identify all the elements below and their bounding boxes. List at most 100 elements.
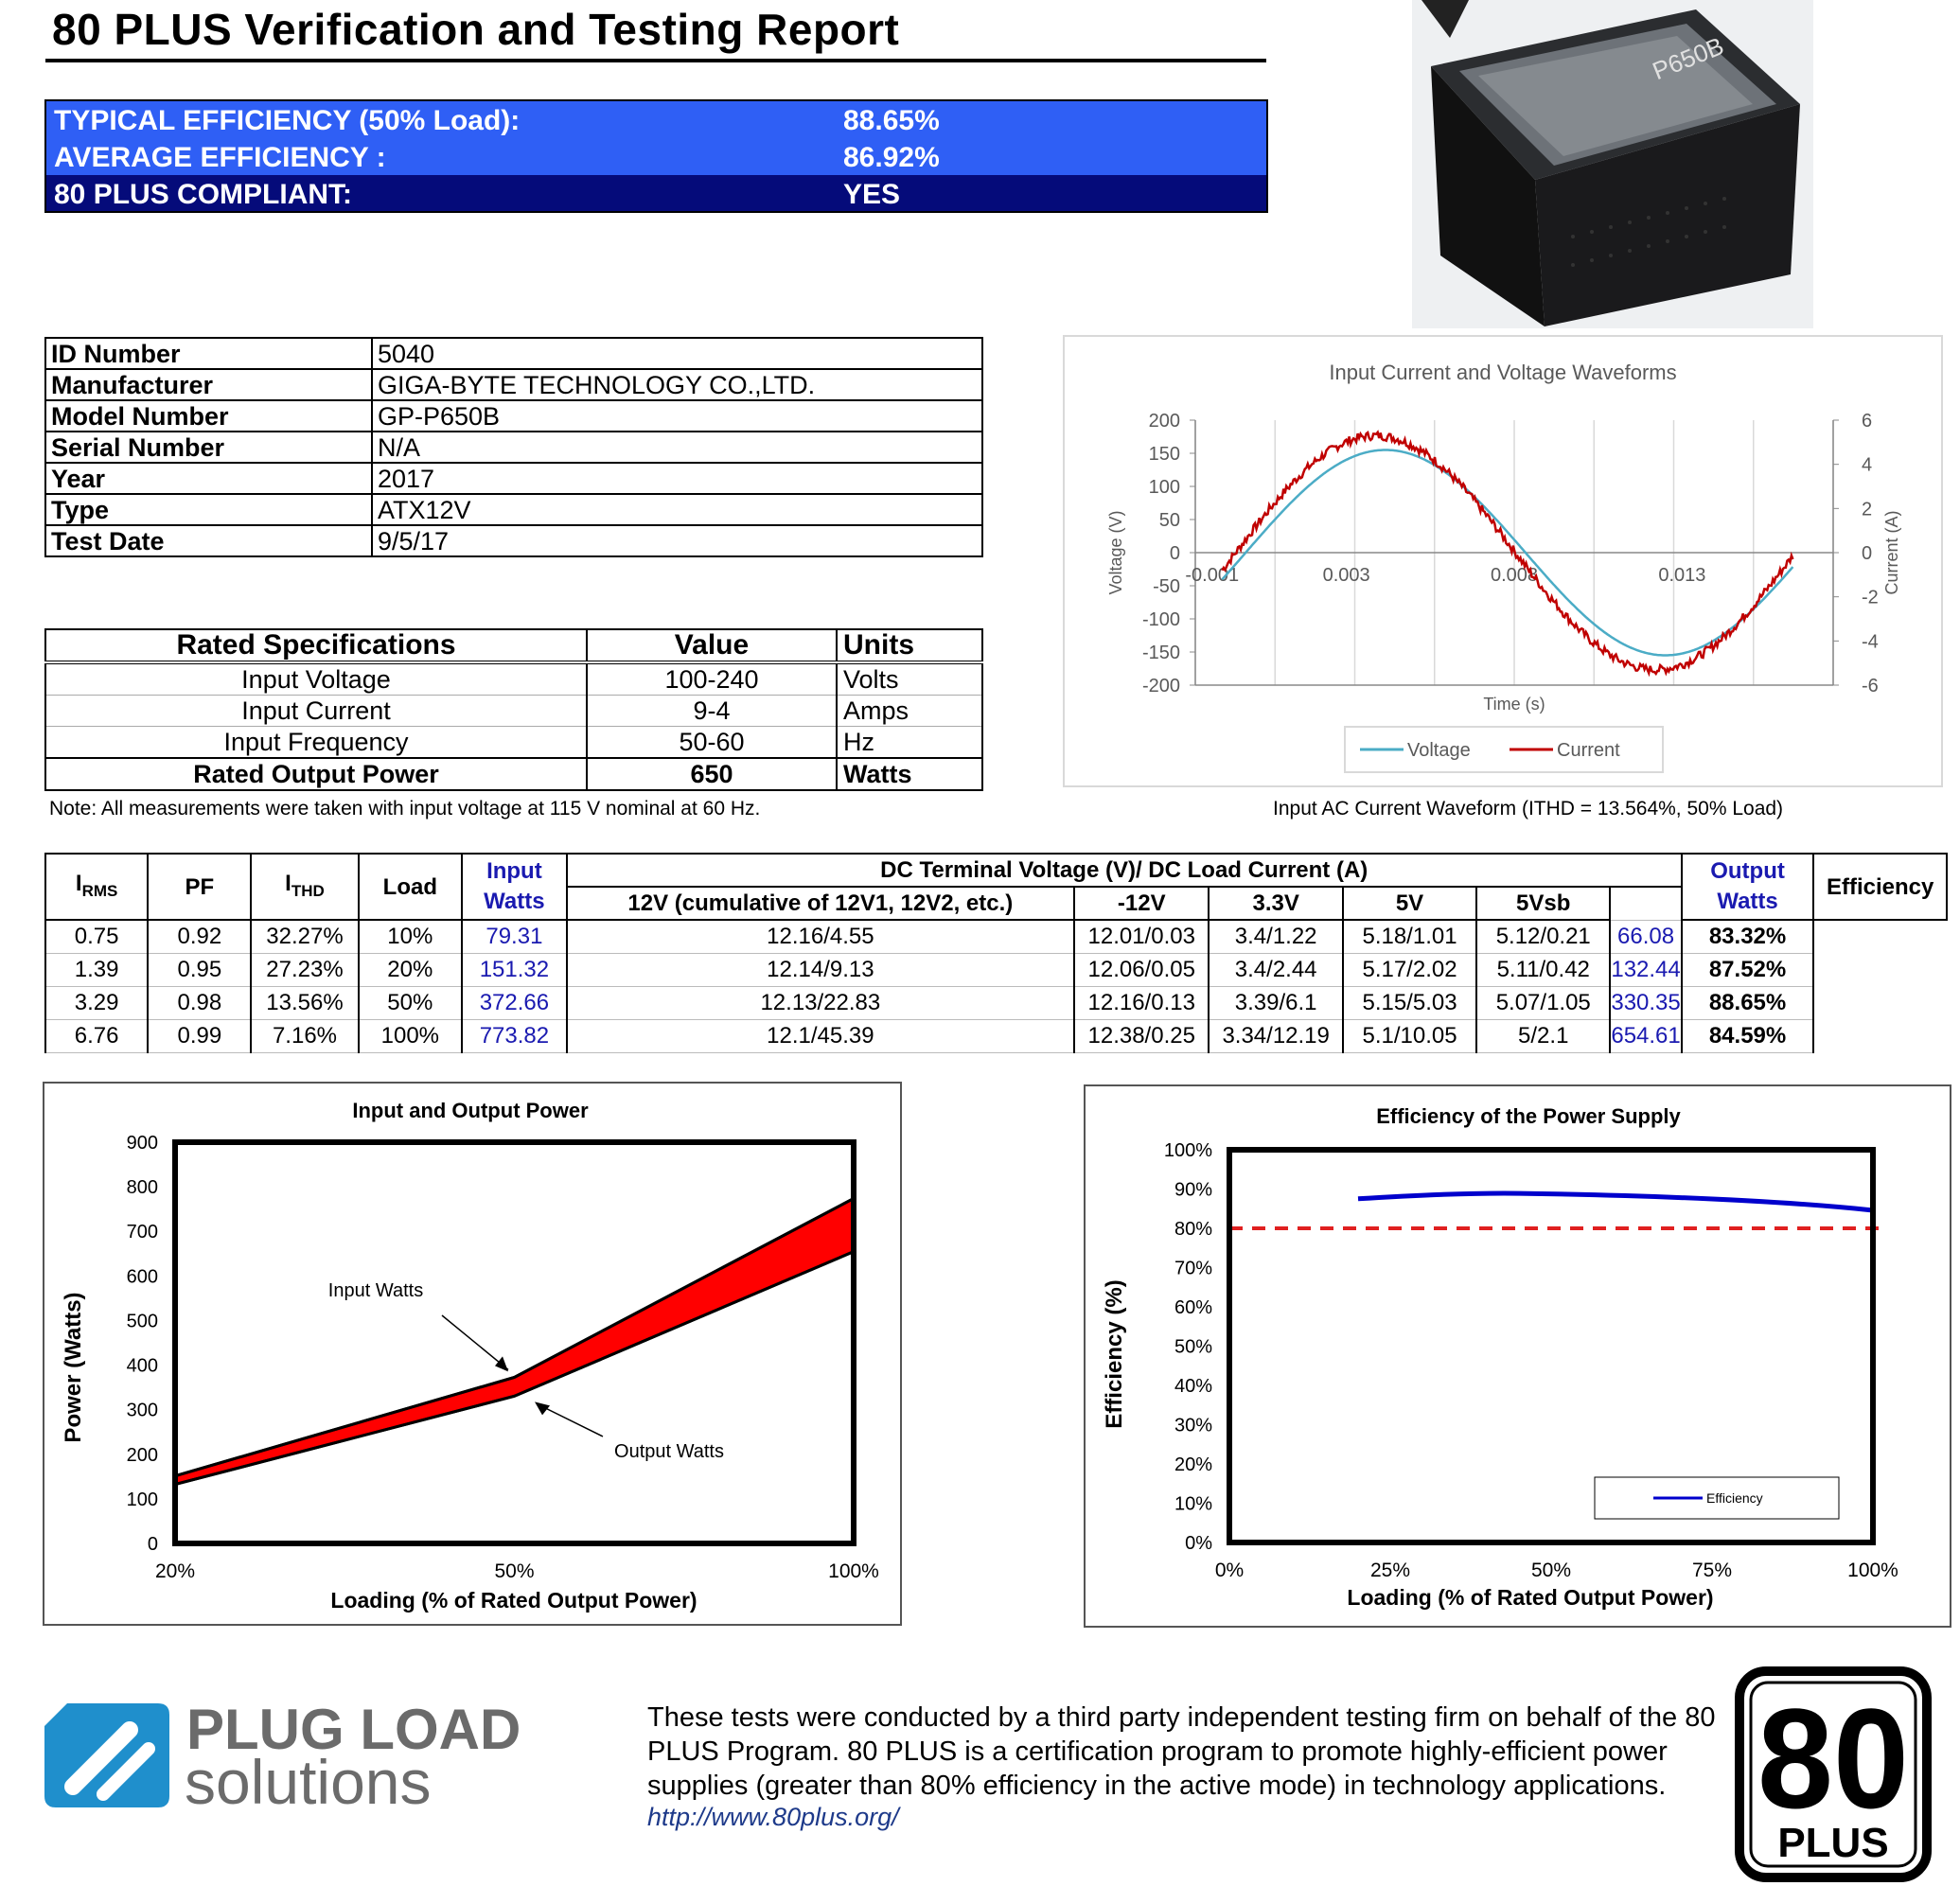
chart-title: Efficiency of the Power Supply: [1376, 1104, 1681, 1128]
input-output-power-chart: Input and Output Power 900 800 700 600 500 400…: [43, 1082, 902, 1626]
id-key: Year: [44, 462, 373, 495]
output-arrow-head: [535, 1401, 550, 1416]
dc-terminal-header: DC Terminal Voltage (V)/ DC Load Current…: [565, 853, 1683, 888]
table-cell: 1.39: [44, 952, 150, 987]
y-tick-label: 900: [127, 1133, 158, 1154]
table-cell: 87.52%: [1680, 952, 1815, 987]
meas-header-row-2: 12V (cumulative of 12V1, 12V2, etc.) -12…: [45, 886, 1947, 921]
plot-area-border: [1227, 1147, 1876, 1545]
x-tick-label: 0%: [1215, 1560, 1244, 1581]
y-tick-label: 70%: [1174, 1259, 1212, 1279]
input-watts-header: Input Watts: [461, 853, 568, 921]
input-watts-line: [174, 1197, 855, 1478]
80plus-link[interactable]: http://www.80plus.org/: [647, 1803, 899, 1831]
legend-current-label: Current: [1557, 740, 1620, 761]
id-value: GIGA-BYTE TECHNOLOGY CO.,LTD.: [371, 368, 983, 401]
report-title: 80 PLUS Verification and Testing Report: [52, 5, 900, 54]
table-cell: 654.61: [1609, 1018, 1683, 1053]
average-efficiency-row: AVERAGE EFFICIENCY : 86.92%: [46, 138, 1266, 175]
table-cell: 3.29: [44, 985, 150, 1020]
identification-table: ID Number 5040 Manufacturer GIGA-BYTE TECHN…: [44, 337, 983, 557]
y2-tick-label: 2: [1862, 499, 1872, 520]
voltage-series-line: [1221, 449, 1794, 657]
y2-tick-label: 0: [1862, 543, 1872, 564]
id-key: Model Number: [44, 399, 373, 432]
y-tick-label: 100%: [1164, 1140, 1212, 1161]
v12-header: 12V (cumulative of 12V1, 12V2, etc.): [565, 886, 1076, 921]
spec-units: Volts: [836, 662, 983, 696]
x-tick-label: 25%: [1370, 1560, 1410, 1581]
table-cell: 12.38/0.25: [1073, 1018, 1210, 1053]
spec-row: Rated Output Power 650 Watts: [44, 757, 983, 791]
table-cell: 79.31: [461, 919, 568, 954]
badge-plus: PLUS: [1777, 1820, 1888, 1866]
table-cell: 7.16%: [250, 1018, 360, 1053]
id-value: 2017: [371, 462, 983, 495]
y-tick-label: 200: [127, 1445, 158, 1466]
output-watts-line: [174, 1250, 855, 1487]
y-tick-label: 20%: [1174, 1454, 1212, 1475]
power-gap-area: [173, 1195, 856, 1487]
average-efficiency-label: AVERAGE EFFICIENCY :: [54, 142, 386, 173]
legend-label: Efficiency: [1706, 1490, 1763, 1506]
y-axis-title: Voltage (V): [1106, 510, 1125, 594]
y-axis-title: Power (Watts): [61, 1292, 86, 1442]
spec-header-name: Rated Specifications: [44, 628, 588, 664]
spec-name: Input Frequency: [44, 726, 588, 759]
y-tick-label: -100: [1142, 609, 1180, 630]
table-cell: 12.1/45.39: [565, 1018, 1076, 1053]
table-cell: 5.07/1.05: [1475, 985, 1612, 1020]
table-cell: 5.11/0.42: [1475, 952, 1612, 987]
table-cell: 5.17/2.02: [1341, 952, 1478, 987]
id-key: Type: [44, 493, 373, 526]
table-cell: 13.56%: [250, 985, 360, 1020]
table-cell: 5.15/5.03: [1341, 985, 1478, 1020]
x-tick-label: 0.013: [1658, 565, 1705, 586]
table-cell: 3.34/12.19: [1208, 1018, 1344, 1053]
chart-title: Input and Output Power: [352, 1099, 589, 1122]
table-cell: 84.59%: [1680, 1018, 1815, 1053]
id-row: Test Date 9/5/17: [44, 524, 983, 557]
compliant-label: 80 PLUS COMPLIANT:: [54, 179, 353, 210]
waveform-caption: Input AC Current Waveform (ITHD = 13.564…: [1273, 798, 1784, 820]
waveform-chart: Input Current and Voltage Waveforms 200 15…: [1063, 335, 1943, 787]
y-tick-label: -50: [1153, 576, 1180, 597]
x-tick-label: 50%: [1531, 1560, 1571, 1581]
table-cell: 12.13/22.83: [565, 985, 1076, 1020]
irms-header: IRMS: [44, 853, 150, 921]
id-row: ID Number 5040: [44, 337, 983, 370]
y-tick-label: 300: [127, 1401, 158, 1421]
table-cell: 132.44: [1609, 952, 1683, 987]
table-cell: 20%: [357, 952, 464, 987]
id-key: ID Number: [44, 337, 373, 370]
id-key: Serial Number: [44, 431, 373, 464]
x-tick-label: 100%: [1847, 1560, 1898, 1581]
compliant-row: 80 PLUS COMPLIANT: YES: [46, 175, 1266, 211]
legend-voltage-label: Voltage: [1407, 740, 1471, 761]
y-tick-label: 80%: [1174, 1219, 1212, 1240]
y-tick-label: 150: [1149, 444, 1180, 465]
footer-description: These tests were conducted by a third pa…: [647, 1702, 1716, 1801]
y2-tick-label: -2: [1862, 588, 1879, 608]
table-cell: 50%: [357, 985, 464, 1020]
y-tick-label: 50%: [1174, 1337, 1212, 1358]
spec-header-row: Rated Specifications Value Units: [44, 628, 983, 664]
table-row: 0.75 0.92 32.27% 10% 79.31 12.16/4.55 12.01/0.…: [44, 919, 1947, 954]
ithd-header: ITHD: [250, 853, 360, 921]
y2-tick-label: 6: [1862, 411, 1872, 432]
logo-line2: solutions: [185, 1747, 432, 1807]
x-tick-label: 20%: [155, 1560, 195, 1582]
x-tick-label: 75%: [1692, 1560, 1732, 1581]
plug-logo-icon: [44, 1703, 169, 1807]
table-cell: 12.01/0.03: [1073, 919, 1210, 954]
vm12-header: -12V: [1073, 886, 1210, 921]
x-tick-label: 100%: [828, 1560, 879, 1582]
efficiency-banner: TYPICAL EFFICIENCY (50% Load): 88.65% AV…: [44, 99, 1268, 213]
average-efficiency-value: 86.92%: [843, 142, 940, 173]
table-cell: 100%: [357, 1018, 464, 1053]
table-cell: 83.32%: [1680, 919, 1815, 954]
id-row: Manufacturer GIGA-BYTE TECHNOLOGY CO.,LTD…: [44, 368, 983, 401]
v5sb-header: 5Vsb: [1475, 886, 1612, 921]
x-axis-title: Time (s): [1483, 695, 1545, 714]
spec-units: Watts: [836, 757, 983, 791]
